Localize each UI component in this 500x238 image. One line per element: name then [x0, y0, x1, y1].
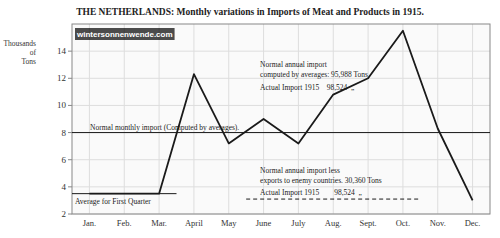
reference-line-label: Normal monthly import (Computed by avera…: [90, 123, 239, 132]
y-tick-label: 12: [57, 73, 66, 83]
annotation: Normal annual import less: [260, 166, 340, 175]
grid-line: [298, 24, 299, 214]
annotation: Actual Import 1915 98,524 „: [260, 83, 354, 92]
x-tick-label: Mar.: [151, 218, 167, 228]
y-tick-label: 8: [62, 128, 67, 138]
y-tick: [68, 186, 72, 187]
x-tick-label: Oct.: [396, 218, 410, 228]
x-tick-label: Dec.: [465, 218, 481, 228]
marks: [72, 31, 490, 201]
plot-frame: [72, 24, 490, 214]
grid-line: [159, 24, 160, 214]
y-tick: [68, 78, 72, 79]
grid-line: [472, 24, 473, 214]
x-tick-label: July: [291, 218, 306, 228]
annotations: Normal monthly import (Computed by avera…: [75, 60, 382, 206]
x-tick-label: Nov.: [430, 218, 446, 228]
x-tick-label: Sept.: [359, 218, 376, 228]
y-tick-label: 2: [62, 209, 67, 219]
watermark: wintersonnenwende.com: [75, 28, 175, 40]
annotation: computed by averages: 95,988 Tons: [260, 70, 368, 79]
y-axis-label-line: Tons: [22, 57, 37, 66]
x-tick-label: Jan.: [83, 218, 96, 228]
y-axis-label: ThousandsofTons: [4, 39, 37, 66]
annotation: Actual Import 1915 98,524 „: [260, 188, 362, 197]
title: THE NETHERLANDS: Monthly variations in I…: [76, 7, 424, 17]
grid-line: [193, 24, 194, 214]
reference-line-label: Average for First Quarter: [75, 197, 151, 206]
grid-line: [333, 24, 334, 214]
y-tick-label: 14: [57, 46, 67, 56]
y-axis: 2 4 6 8 10 12 14: [57, 46, 72, 219]
y-tick: [68, 105, 72, 106]
y-tick: [68, 132, 72, 133]
x-tick-label: Feb.: [117, 218, 132, 228]
y-tick: [68, 214, 72, 215]
grid: [72, 24, 490, 214]
grid-line: [368, 24, 369, 214]
x-axis: Jan. Feb. Mar. April May June July Aug. Sept. Oct…: [83, 218, 481, 228]
chart: 2 4 6 8 10 12 14 Jan. Feb. Mar. April May June July Au…: [0, 0, 500, 238]
y-tick-label: 10: [57, 100, 67, 110]
grid-line: [72, 159, 490, 160]
x-tick-label: Aug.: [325, 218, 342, 228]
grid-line: [89, 24, 90, 214]
y-tick: [68, 159, 72, 160]
x-tick-label: May: [221, 218, 237, 228]
grid-line: [437, 24, 438, 214]
reference-line: [246, 199, 420, 200]
x-tick-label: April: [185, 218, 204, 228]
y-tick: [68, 51, 72, 52]
annotation: exports to enemy countries. 30,360 Tons: [260, 176, 382, 185]
y-axis-label-line: Thousands: [4, 39, 37, 48]
plot-area: [72, 24, 490, 214]
x-tick-label: June: [256, 218, 272, 228]
y-tick-label: 6: [62, 155, 67, 165]
watermark-text: wintersonnenwende.com: [76, 30, 173, 39]
grid-line: [124, 24, 125, 214]
grid-line: [402, 24, 403, 214]
y-axis-label-line: of: [30, 48, 37, 57]
y-tick-label: 4: [62, 182, 67, 192]
data-line: [89, 31, 472, 201]
watermark-box: [75, 28, 175, 40]
grid-line: [228, 24, 229, 214]
grid-line: [72, 105, 490, 106]
annotation: Normal annual import: [260, 60, 328, 69]
grid-line: [72, 51, 490, 52]
